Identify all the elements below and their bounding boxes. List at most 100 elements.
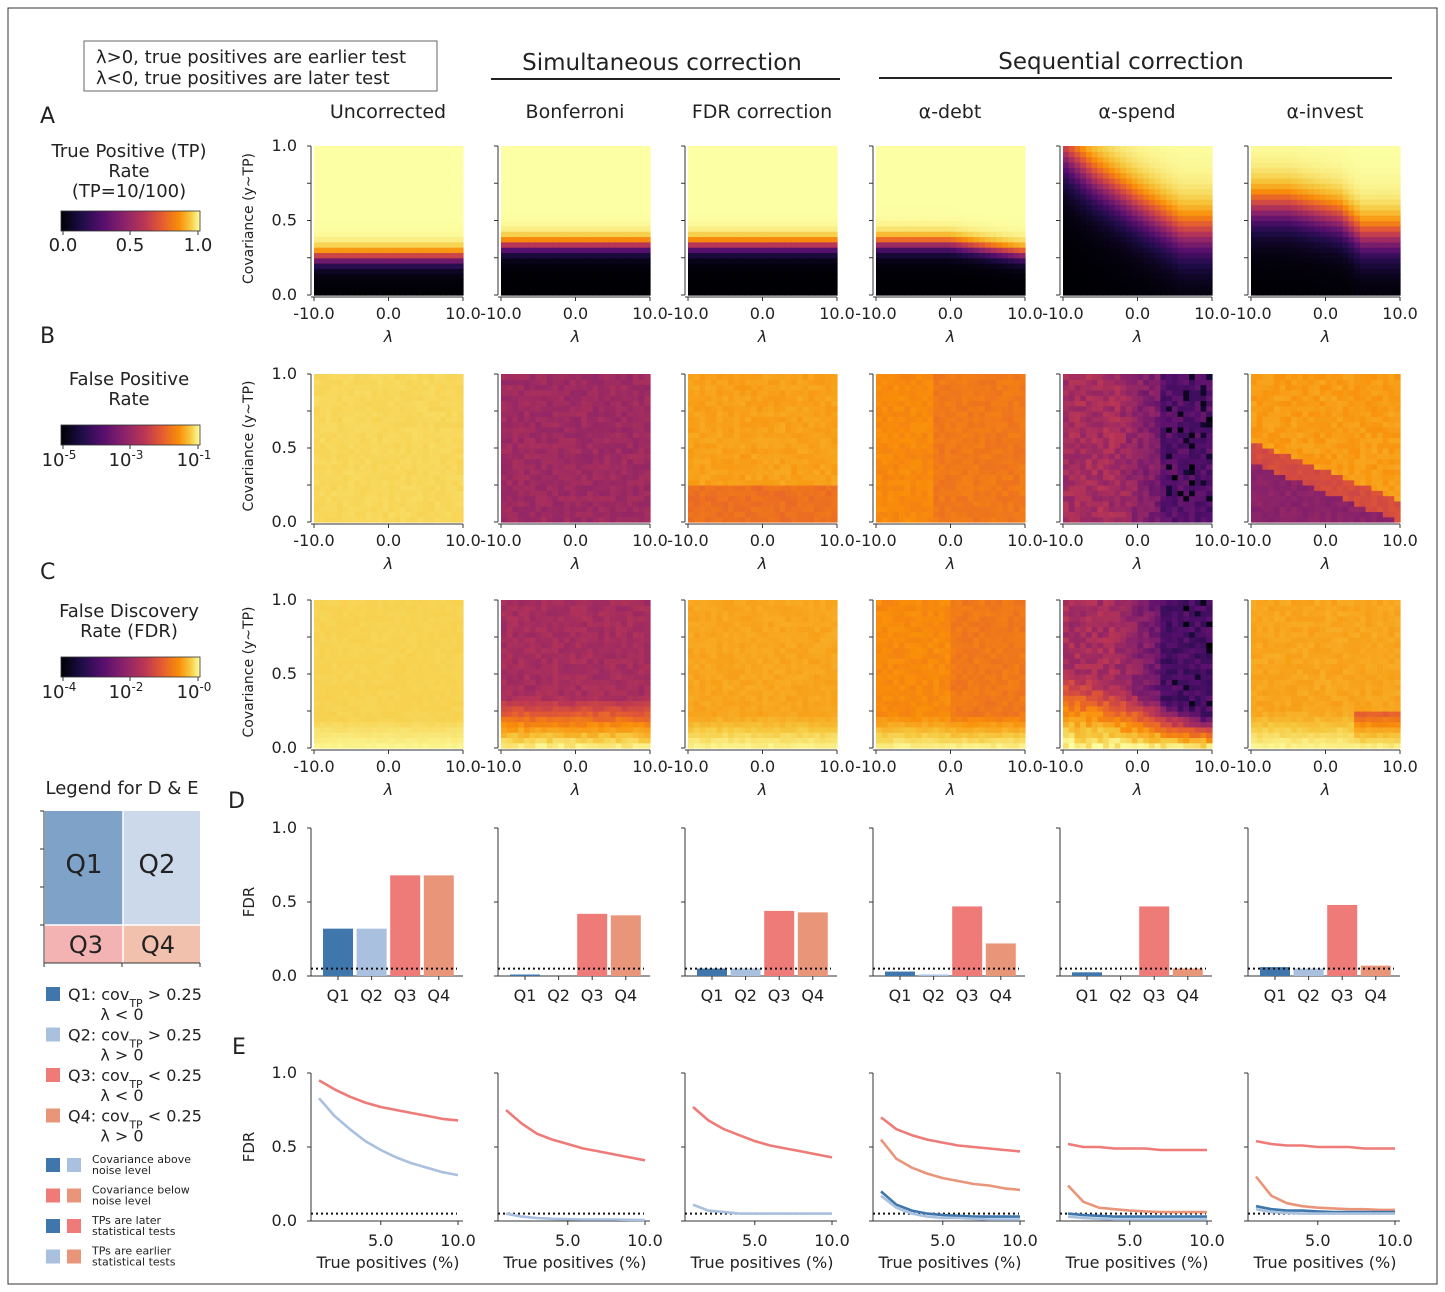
heatmap-cell <box>348 453 355 460</box>
heatmap-cell <box>831 241 838 248</box>
heatmap-cell <box>921 220 929 227</box>
heatmap-cell <box>1085 167 1093 174</box>
heatmap-cell <box>1120 151 1127 158</box>
heatmap-cell <box>523 151 531 158</box>
heatmap-cell <box>529 268 536 275</box>
heatmap-cell <box>1114 252 1121 259</box>
heatmap-cell <box>377 405 384 412</box>
heatmap-cell <box>365 416 372 423</box>
heatmap-cell <box>1256 146 1264 152</box>
heatmap-cell <box>688 263 695 269</box>
heatmap-cell <box>984 231 992 238</box>
heatmap-cell <box>1131 188 1139 195</box>
heatmap-cell <box>1348 225 1355 232</box>
heatmap-cell <box>1348 156 1355 163</box>
heatmap-cell <box>1194 177 1202 184</box>
heatmap-cell <box>523 177 531 184</box>
heatmap-cell <box>529 188 536 195</box>
heatmap-cell <box>791 161 798 168</box>
heatmap-cell <box>921 257 929 264</box>
heatmap-cell <box>615 215 622 222</box>
heatmap-cell <box>581 241 588 248</box>
heatmap-cell <box>501 268 508 275</box>
heatmap-cell <box>1256 193 1264 200</box>
heatmap-cell <box>523 215 531 222</box>
heatmap-cell <box>961 204 969 211</box>
heatmap-cell <box>1063 225 1070 232</box>
heatmap-cell <box>506 146 514 152</box>
heatmap-cell <box>1336 167 1344 174</box>
heatmap-cell <box>705 177 712 184</box>
heatmap-cell <box>417 247 424 254</box>
heatmap-cell <box>632 225 640 232</box>
heatmap-cell <box>1206 199 1213 206</box>
heatmap-cell <box>984 279 992 285</box>
heatmap-cell <box>365 479 372 486</box>
heatmap-cell <box>621 183 628 190</box>
heatmap-cell <box>739 199 746 206</box>
heatmap-cell <box>609 263 617 269</box>
heatmap-cell <box>569 167 577 174</box>
heatmap-cell <box>644 268 651 275</box>
heatmap-cell <box>336 161 344 168</box>
heatmap-cell <box>388 231 395 238</box>
heatmap-cell <box>1382 263 1390 269</box>
heatmap-cell <box>1137 193 1144 200</box>
heatmap-cell <box>365 268 372 275</box>
heatmap-cell <box>592 220 600 227</box>
heatmap-cell <box>1256 156 1264 163</box>
heatmap-cell <box>342 411 349 417</box>
heatmap-cell <box>399 442 407 449</box>
heatmap-cell <box>768 257 775 264</box>
heatmap-cell <box>716 225 723 232</box>
heatmap-cell <box>552 279 559 285</box>
heatmap-cell <box>1308 247 1315 254</box>
heatmap-cell <box>445 241 453 248</box>
heatmap-cell <box>944 172 952 179</box>
heatmap-cell <box>1342 289 1350 296</box>
heatmap-cell <box>325 479 332 486</box>
heatmap-cell <box>722 289 729 296</box>
heatmap-cell <box>535 193 542 200</box>
heatmap-cell <box>336 220 344 227</box>
heatmap-cell <box>785 177 792 184</box>
heatmap-cell <box>785 209 792 216</box>
heatmap-cell <box>382 384 390 391</box>
heatmap-cell <box>1296 172 1304 179</box>
heatmap-cell <box>365 252 372 259</box>
heatmap-cell <box>342 172 349 179</box>
heatmap-cell <box>422 161 430 168</box>
heatmap-cell <box>1319 225 1327 232</box>
heatmap-cell <box>1314 183 1321 190</box>
heatmap-cell <box>388 284 395 291</box>
heatmap-cell <box>428 204 435 211</box>
heatmap-cell <box>693 289 701 296</box>
heatmap-cell <box>411 225 418 232</box>
heatmap-cell <box>1068 263 1076 269</box>
heatmap-cell <box>1160 268 1167 275</box>
heatmap-cell <box>739 156 746 163</box>
heatmap-cell <box>342 458 349 465</box>
heatmap-cell <box>1177 151 1184 158</box>
heatmap-cell <box>405 146 413 152</box>
heatmap-cell <box>956 161 963 168</box>
heatmap-cell <box>773 241 781 248</box>
heatmap-cell <box>1143 225 1150 232</box>
heatmap-cell <box>705 289 712 296</box>
heatmap-cell <box>1097 193 1104 200</box>
heatmap-cell <box>319 411 327 417</box>
heatmap-cell <box>1371 241 1378 248</box>
heatmap-cell <box>1331 172 1338 179</box>
heatmap-cell <box>990 284 997 291</box>
heatmap-cell <box>944 177 952 184</box>
heatmap-cell <box>1336 161 1344 168</box>
heatmap-cell <box>802 209 809 216</box>
heatmap-cell <box>546 247 554 254</box>
heatmap-cell <box>359 177 367 184</box>
heatmap-cell <box>359 268 367 275</box>
heatmap-cell <box>314 172 321 179</box>
heatmap-cell <box>457 177 464 184</box>
heatmap-cell <box>739 220 746 227</box>
heatmap-cell <box>916 156 923 163</box>
heatmap-cell <box>1302 209 1309 216</box>
